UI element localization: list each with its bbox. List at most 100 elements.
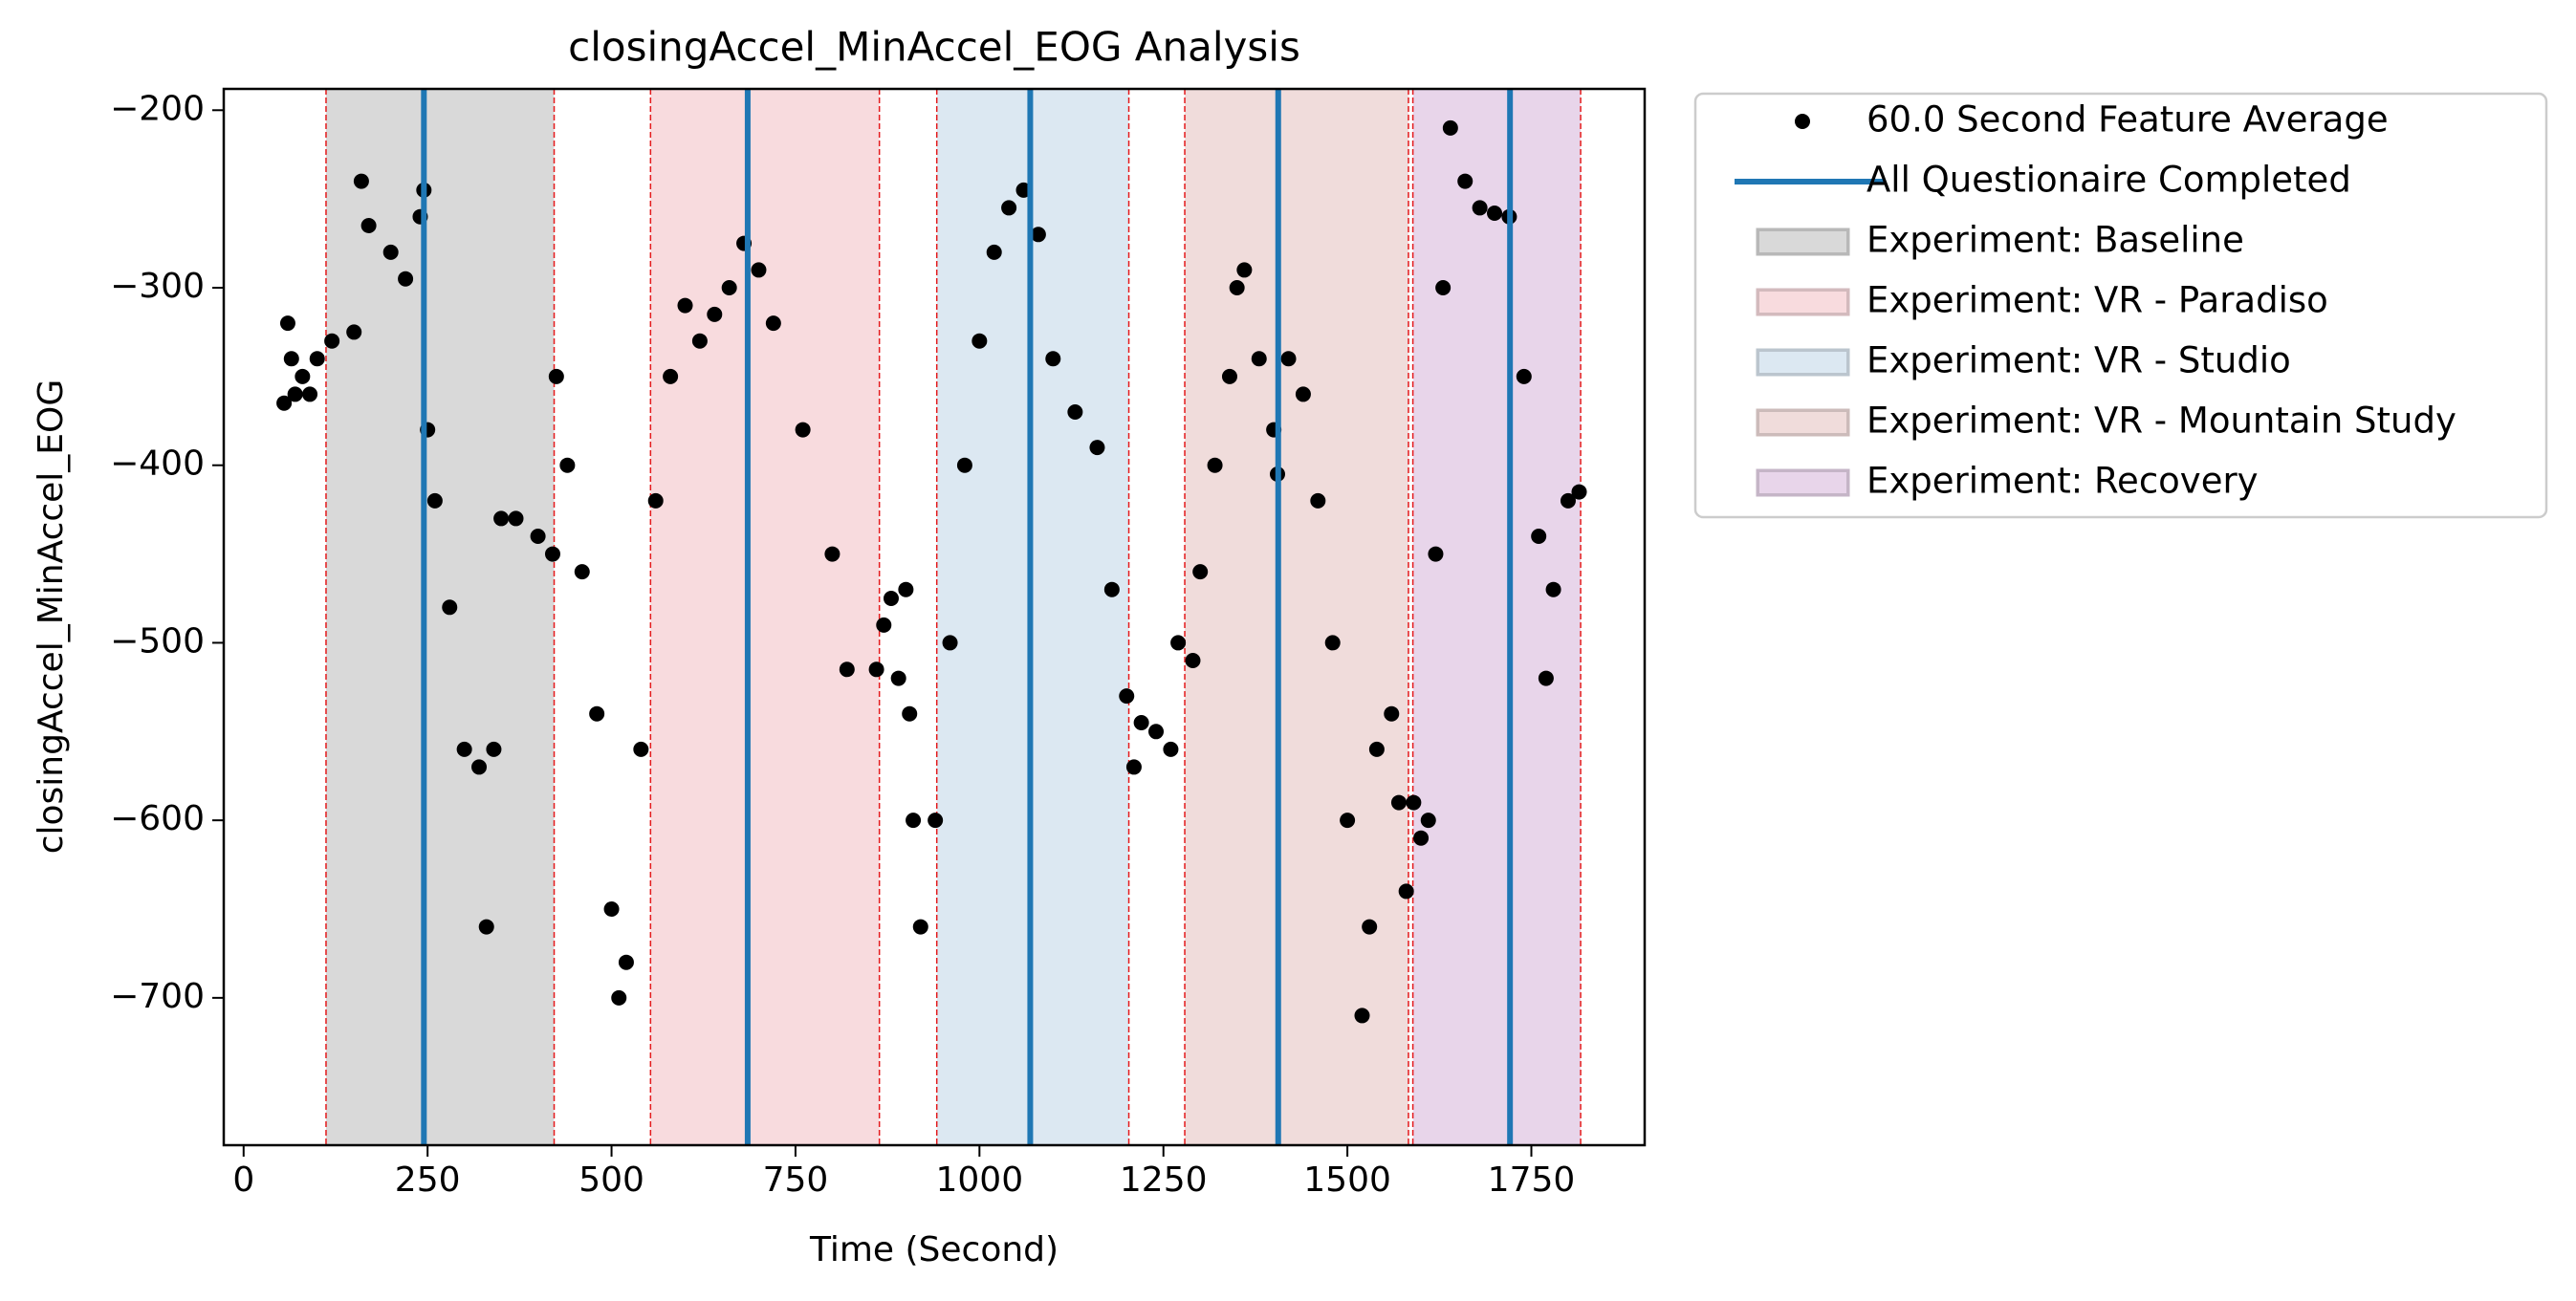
point xyxy=(1398,883,1414,900)
region xyxy=(650,89,880,1145)
legend-marker xyxy=(1795,114,1810,129)
point xyxy=(902,705,918,722)
point xyxy=(360,218,377,233)
point xyxy=(912,919,928,935)
point xyxy=(1516,368,1532,384)
region xyxy=(325,89,555,1145)
point xyxy=(633,741,649,757)
point xyxy=(1236,262,1253,278)
point xyxy=(346,324,362,340)
point xyxy=(765,315,781,332)
point xyxy=(1001,200,1017,216)
point xyxy=(611,989,627,1006)
point xyxy=(493,510,510,527)
point xyxy=(1406,794,1422,811)
legend-swatch-fill xyxy=(1759,472,1846,493)
point xyxy=(1362,919,1378,935)
legend-swatch-fill xyxy=(1759,231,1846,252)
plot-area xyxy=(276,89,1587,1145)
point xyxy=(456,741,472,757)
x-axis-label: Time (Second) xyxy=(809,1230,1059,1269)
x-tick-label: 1250 xyxy=(1120,1160,1208,1200)
point xyxy=(824,546,840,562)
point xyxy=(1045,351,1061,367)
point xyxy=(1571,484,1587,500)
point xyxy=(544,546,560,562)
legend-label: All Questionaire Completed xyxy=(1867,160,2351,201)
x-tick-label: 1500 xyxy=(1303,1160,1391,1200)
point xyxy=(589,705,605,722)
point xyxy=(324,333,340,349)
point xyxy=(1170,635,1187,651)
point xyxy=(279,315,295,332)
point xyxy=(574,564,590,580)
legend-label: Experiment: Recovery xyxy=(1867,461,2259,502)
point xyxy=(1457,173,1474,189)
point xyxy=(382,244,399,260)
point xyxy=(1192,564,1209,580)
point xyxy=(1435,280,1452,295)
point xyxy=(1089,440,1105,456)
point xyxy=(530,529,546,544)
x-tick-label: 1750 xyxy=(1488,1160,1576,1200)
point xyxy=(1103,581,1120,597)
legend-frame xyxy=(1693,92,2548,519)
point xyxy=(1420,813,1436,829)
point xyxy=(721,280,737,295)
point xyxy=(1221,368,1237,384)
point xyxy=(677,297,693,314)
y-axis-label: closingAccel_MinAccel_EOG xyxy=(32,379,71,855)
point xyxy=(906,813,922,829)
point xyxy=(276,395,293,411)
legend-label: 60.0 Second Feature Average xyxy=(1867,99,2389,141)
y-tick-label: −600 xyxy=(110,799,205,838)
point xyxy=(1280,351,1297,367)
point xyxy=(1354,1008,1370,1024)
point xyxy=(942,635,958,651)
point xyxy=(1251,351,1267,367)
point xyxy=(1133,715,1149,730)
point xyxy=(486,741,502,757)
point xyxy=(1125,759,1142,775)
point xyxy=(471,759,488,775)
point xyxy=(302,386,318,402)
point xyxy=(1428,546,1444,562)
point xyxy=(795,422,811,438)
point xyxy=(691,333,708,349)
x-tick-label: 750 xyxy=(763,1160,829,1200)
y-tick-label: −400 xyxy=(110,445,205,484)
legend-label: Experiment: Baseline xyxy=(1867,220,2244,261)
chart-title: closingAccel_MinAccel_EOG Analysis xyxy=(568,24,1300,71)
legend-label: Experiment: VR - Mountain Study xyxy=(1867,401,2456,442)
axes-frame xyxy=(222,87,1647,1147)
point xyxy=(295,368,311,384)
legend-swatch-fill xyxy=(1759,412,1846,433)
region xyxy=(1185,89,1408,1145)
point xyxy=(426,492,443,509)
y-tick-label: −500 xyxy=(110,621,205,661)
point xyxy=(1390,794,1407,811)
point xyxy=(1487,206,1503,221)
point xyxy=(1442,119,1458,136)
point xyxy=(1472,200,1488,216)
point xyxy=(986,244,1002,260)
point xyxy=(559,457,576,473)
point xyxy=(898,581,914,597)
point xyxy=(1119,688,1135,705)
point xyxy=(287,386,303,402)
point xyxy=(309,351,325,367)
legend-label: Experiment: VR - Studio xyxy=(1867,340,2291,381)
x-tick-label: 250 xyxy=(395,1160,461,1200)
point xyxy=(751,262,767,278)
point xyxy=(868,661,884,678)
point xyxy=(839,661,855,678)
point xyxy=(1384,705,1400,722)
point xyxy=(1163,741,1179,757)
point xyxy=(442,599,458,616)
point xyxy=(1185,653,1201,668)
x-tick-label: 1000 xyxy=(936,1160,1024,1200)
x-tick-label: 500 xyxy=(579,1160,644,1200)
point xyxy=(1413,830,1430,846)
